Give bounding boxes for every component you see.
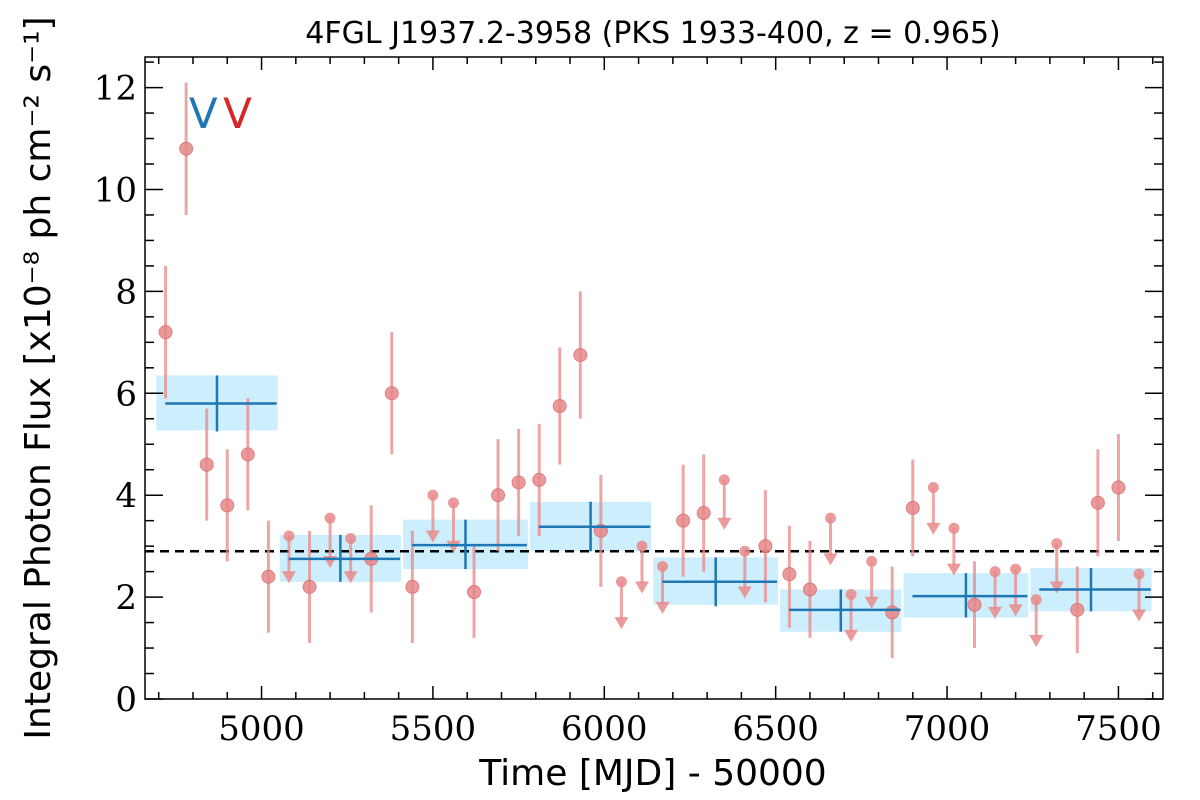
short-bin-point <box>467 585 482 599</box>
x-axis-label: Time [MJD] - 50000 <box>478 753 826 794</box>
short-bin-point <box>511 475 526 490</box>
axis-ticks: 5000 5500 6000 6500 7000 7500 0 2 4 6 8 10 12 <box>94 57 1163 749</box>
short-bin-point <box>179 141 194 156</box>
y-tick-label: 6 <box>115 374 137 414</box>
upper-limit-cap <box>657 561 669 573</box>
marker-v-blue: V <box>189 89 218 138</box>
plot-frame <box>144 56 1164 700</box>
upper-limit-cap <box>948 522 960 534</box>
short-bin-point <box>782 567 797 582</box>
short-bin-point <box>967 597 982 612</box>
upper-limit-arrow <box>655 601 670 614</box>
y-tick-label: 8 <box>115 272 137 312</box>
marker-v-red: V <box>223 89 252 138</box>
upper-limit-cap <box>345 533 357 544</box>
short-bin-point <box>302 579 317 594</box>
x-tick-label: 7500 <box>1075 709 1162 749</box>
upper-limit-arrow <box>425 530 440 543</box>
y-tick-label: 4 <box>115 476 137 516</box>
upper-limit-cap <box>324 512 336 524</box>
upper-limit-cap <box>447 497 459 509</box>
upper-limit-arrow <box>864 596 879 609</box>
upper-limit-cap <box>615 576 627 588</box>
upper-limit-cap <box>718 474 730 486</box>
upper-limit-cap <box>1030 594 1042 606</box>
y-tick-label: 0 <box>115 680 137 720</box>
upper-limit-cap <box>636 540 648 552</box>
y-tick-label: 10 <box>94 170 137 210</box>
x-tick-label: 7000 <box>904 709 991 749</box>
short-bin-point <box>905 500 920 515</box>
upper-limit-arrow <box>1049 581 1064 594</box>
upper-limit-cap <box>866 555 878 567</box>
upper-limit-arrow <box>614 617 629 630</box>
upper-limit-cap <box>739 545 751 557</box>
upper-limit-cap <box>927 482 939 494</box>
upper-limit-arrow <box>737 586 752 599</box>
x-tick-label: 5000 <box>218 709 305 749</box>
upper-limit-cap <box>989 566 1001 578</box>
upper-limit-arrow <box>926 522 941 535</box>
x-tick-label: 6500 <box>732 709 819 749</box>
upper-limit-arrow <box>446 540 461 553</box>
upper-limit-cap <box>283 530 295 542</box>
upper-limit-arrow <box>988 606 1003 619</box>
short-bin-point <box>532 472 547 487</box>
upper-limit-cap <box>427 489 439 501</box>
short-bin-point <box>552 399 567 414</box>
short-bin-point <box>240 447 255 462</box>
upper-limit-arrow <box>1029 634 1044 647</box>
upper-limit-cap <box>1010 563 1022 575</box>
short-bin-point <box>696 506 711 521</box>
short-bin-point <box>1090 495 1105 510</box>
short-bin-point <box>758 539 773 554</box>
chart-title: 4FGL J1937.2-3958 (PKS 1933-400, z = 0.9… <box>305 16 1000 51</box>
upper-limit-arrow <box>343 571 358 584</box>
y-tick-label: 2 <box>115 578 137 618</box>
short-bin-point <box>1111 480 1126 495</box>
short-bin-point <box>384 386 399 401</box>
upper-limit-arrow <box>946 563 961 576</box>
y-axis-label: Integral Photon Flux [x10⁻⁸ ph cm⁻² s⁻¹] <box>18 16 59 739</box>
x-tick-label: 5500 <box>390 709 477 749</box>
upper-limit-cap <box>1051 538 1063 550</box>
short-bin-point <box>573 348 588 363</box>
short-bin-point <box>802 582 817 597</box>
short-bin-point <box>261 569 276 584</box>
upper-limit-arrow <box>1132 609 1147 622</box>
short-bin-point <box>1070 602 1085 617</box>
upper-limit-arrow <box>281 571 296 584</box>
short-bin-point <box>405 579 420 594</box>
upper-limit-arrow <box>717 517 732 530</box>
upper-limit-cap <box>825 512 837 524</box>
upper-limit-arrow <box>844 629 859 642</box>
upper-limit-arrow <box>823 553 838 566</box>
short-bin-point <box>220 498 235 513</box>
short-bin-point <box>199 457 214 472</box>
short-bin-point <box>158 325 173 340</box>
upper-limit-arrow <box>635 581 650 594</box>
upper-limit-cap <box>845 589 857 601</box>
upper-limit-arrow <box>1008 604 1023 617</box>
x-tick-label: 6000 <box>561 709 648 749</box>
y-tick-label: 12 <box>94 69 137 109</box>
short-bin-point <box>676 513 691 528</box>
short-bin-point <box>491 488 506 503</box>
short-bin-point <box>885 605 900 620</box>
upper-limit-cap <box>1133 568 1145 580</box>
